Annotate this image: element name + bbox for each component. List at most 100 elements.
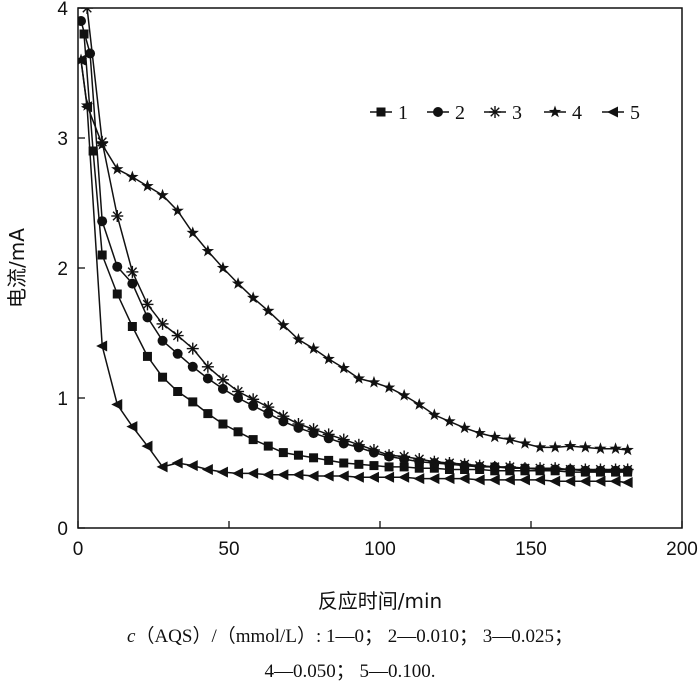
data-point-4 [111,162,124,175]
data-point-4 [564,439,577,452]
data-point-3 [518,462,531,475]
data-point-1 [112,289,122,299]
legend-label: 1 [398,102,408,124]
x-axis-label: 反应时间/min [318,589,442,613]
data-point-4 [367,375,381,388]
data-point-4 [337,361,350,374]
data-point-5 [609,475,621,487]
data-point-3 [398,450,411,463]
data-point-3 [262,401,275,414]
data-point-4 [277,318,290,331]
data-point-2 [142,312,153,323]
data-point-3 [367,444,380,456]
data-point-1 [173,387,183,396]
data-point-4 [352,372,366,384]
data-point-5 [292,469,304,481]
data-point-3 [277,410,290,423]
data-point-3 [171,329,184,342]
caption-line-1: c（AQS）/（mmol/L）: 1—0； 2—0.010； 3—0.025； [0,625,700,649]
data-point-5 [141,440,153,452]
data-point-4 [397,388,411,401]
data-point-3 [549,462,562,475]
data-point-5 [201,464,213,475]
data-point-5 [518,474,530,486]
data-point-4 [443,414,456,427]
data-point-1 [293,450,303,460]
data-point-1 [158,372,168,382]
data-point-4 [609,442,622,454]
data-point-3 [81,8,94,14]
data-point-4 [621,443,634,456]
data-point-5 [81,101,93,113]
data-point-3 [126,265,139,278]
data-point-1 [233,427,243,437]
legend-label: 2 [455,102,465,124]
series-3 [81,8,634,476]
data-point-3 [216,373,229,386]
data-point-4 [126,170,139,183]
data-point-3 [443,457,456,469]
data-point-1 [309,453,319,463]
data-point-5 [488,474,500,486]
y-tick-label: 1 [57,389,68,410]
data-point-1 [384,462,394,472]
chart-svg: 0 50 100 150 200 0 1 2 3 4 1 2 3 4 5 反应时间/min 电流/mA [5,0,698,613]
data-point-2 [187,361,198,372]
data-point-2 [248,400,259,411]
data-point-1 [142,351,152,361]
data-point-2 [263,408,274,419]
data-point-3 [337,433,350,446]
data-point-2 [233,393,244,403]
data-point-5 [594,475,606,487]
data-point-5 [307,470,319,482]
data-point-2 [127,278,138,289]
legend-marker [607,106,618,118]
legend-marker [433,107,443,117]
legend-label: 5 [630,102,640,124]
caption-line-2: 4—0.050； 5—0.100. [264,661,436,682]
data-point-4 [594,442,607,454]
data-point-4 [292,333,305,345]
y-tick-label: 0 [57,519,68,540]
data-point-3 [156,317,169,330]
data-point-2 [202,373,213,384]
data-point-4 [503,433,517,445]
data-point-5 [473,474,485,486]
data-point-3 [383,449,396,462]
series-4 [78,53,634,456]
data-point-4 [216,261,230,274]
data-point-5 [383,471,395,483]
data-point-4 [488,430,501,443]
data-point-4 [95,138,109,150]
x-tick-label: 200 [666,539,698,560]
data-point-4 [262,304,275,317]
data-point-2 [112,261,123,272]
data-point-5 [232,467,244,479]
data-point-1 [248,435,258,445]
data-point-4 [171,204,184,217]
plot-frame [77,7,683,529]
data-point-3 [247,393,260,406]
data-point-5 [322,470,334,482]
data-point-5 [503,474,515,486]
y-axis-label: 电流/mA [5,228,29,308]
data-point-1 [188,397,198,407]
legend-label: 3 [512,102,522,124]
data-point-2 [217,383,228,394]
series-line-5 [80,59,628,484]
data-point-5 [277,469,289,481]
data-point-4 [579,440,592,453]
data-point-5 [579,475,591,487]
data-point-5 [96,340,108,352]
data-point-4 [156,188,169,201]
data-point-1 [399,462,409,472]
data-point-5 [458,473,470,485]
data-point-3 [232,385,245,398]
data-point-4 [548,440,562,453]
data-point-5 [534,474,546,486]
data-point-4 [473,426,486,439]
data-point-4 [307,342,320,354]
series-layer [78,8,634,488]
data-point-3 [111,210,124,222]
data-point-1 [339,458,349,468]
